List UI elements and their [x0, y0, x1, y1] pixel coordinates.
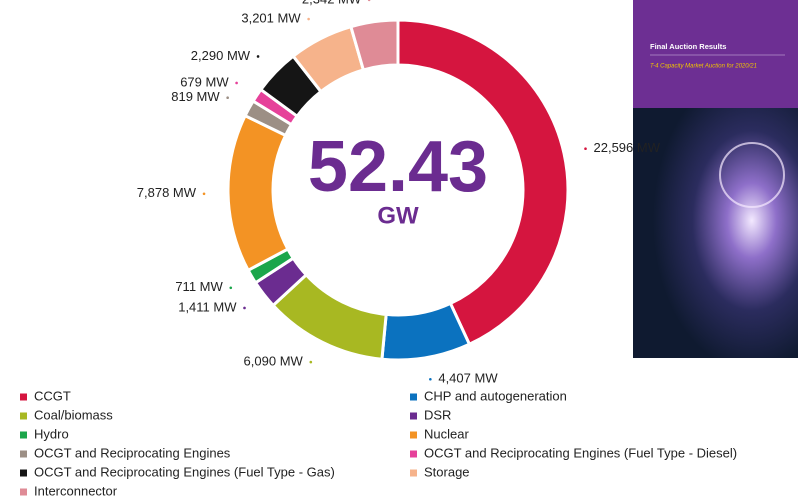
label-dot: [203, 192, 206, 195]
value-label: 1,411 MW: [178, 299, 237, 314]
legend-label: Coal/biomass: [34, 407, 113, 422]
center-unit: GW: [377, 202, 419, 229]
label-dot: [226, 96, 229, 99]
legend-label: DSR: [424, 407, 451, 422]
legend-swatch: [20, 413, 27, 420]
cover-subtitle: T-4 Capacity Market Auction for 2020/21: [650, 64, 757, 70]
label-dot: [229, 286, 232, 289]
legend-swatch: [20, 489, 27, 496]
legend-label: OCGT and Reciprocating Engines (Fuel Typ…: [34, 464, 335, 479]
center-value: 52.43: [308, 127, 488, 207]
legend-swatch: [410, 451, 417, 458]
label-dot: [307, 18, 310, 21]
legend-swatch: [410, 432, 417, 439]
value-label: 6,090 MW: [244, 354, 304, 369]
legend-swatch: [410, 394, 417, 401]
value-label: 7,878 MW: [137, 185, 197, 200]
legend-label: CCGT: [34, 388, 71, 403]
legend-swatch: [20, 470, 27, 477]
legend-label: Hydro: [34, 426, 69, 441]
value-label: 711 MW: [175, 279, 223, 294]
legend-swatch: [410, 470, 417, 477]
legend-swatch: [410, 413, 417, 420]
legend-swatch: [20, 432, 27, 439]
legend-label: Interconnector: [34, 483, 118, 498]
label-dot: [368, 0, 371, 1]
label-dot: [429, 378, 432, 381]
legend-label: OCGT and Reciprocating Engines (Fuel Typ…: [424, 445, 737, 460]
legend-label: Nuclear: [424, 426, 469, 441]
value-label: 2,342 MW: [302, 0, 362, 6]
legend-swatch: [20, 394, 27, 401]
legend-label: OCGT and Reciprocating Engines: [34, 445, 231, 460]
value-label: 3,201 MW: [241, 10, 301, 25]
label-dot: [257, 55, 260, 58]
label-dot: [584, 147, 587, 150]
legend-label: CHP and autogeneration: [424, 388, 567, 403]
value-label: 22,596 MW: [594, 140, 661, 155]
value-label: 819 MW: [171, 89, 220, 104]
label-dot: [235, 82, 238, 85]
legend-swatch: [20, 451, 27, 458]
chart: Final Auction Results T-4 Capacity Marke…: [0, 0, 798, 499]
value-label: 4,407 MW: [438, 371, 498, 386]
value-label: 679 MW: [180, 74, 229, 89]
donut-segment: [228, 116, 288, 271]
label-dot: [243, 307, 246, 310]
cover-title: Final Auction Results: [650, 42, 726, 51]
report-cover: Final Auction Results T-4 Capacity Marke…: [633, 0, 798, 358]
cover-header: [633, 0, 798, 108]
value-label: 2,290 MW: [191, 48, 251, 63]
label-dot: [310, 361, 313, 364]
legend-label: Storage: [424, 464, 470, 479]
